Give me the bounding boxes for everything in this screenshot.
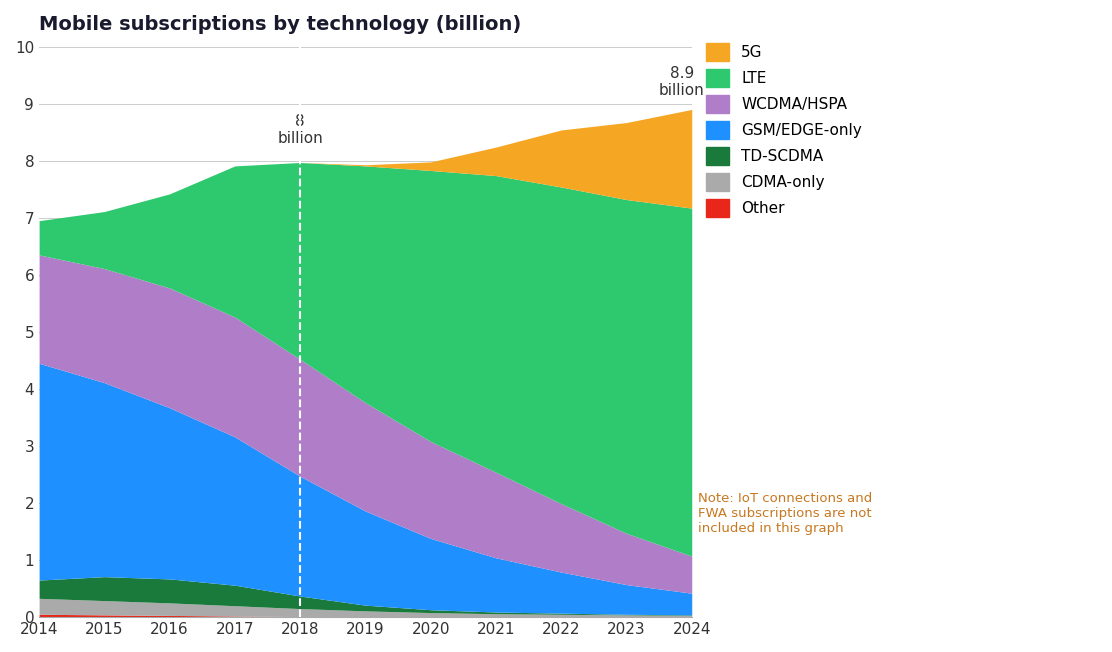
Text: 8.9
billion: 8.9 billion	[659, 66, 705, 98]
Text: Mobile subscriptions by technology (billion): Mobile subscriptions by technology (bill…	[39, 15, 522, 34]
Text: 8
billion: 8 billion	[277, 114, 322, 147]
Text: Note: IoT connections and
FWA subscriptions are not
included in this graph: Note: IoT connections and FWA subscripti…	[698, 492, 873, 535]
Legend: 5G, LTE, WCDMA/HSPA, GSM/EDGE-only, TD-SCDMA, CDMA-only, Other: 5G, LTE, WCDMA/HSPA, GSM/EDGE-only, TD-S…	[706, 43, 862, 217]
